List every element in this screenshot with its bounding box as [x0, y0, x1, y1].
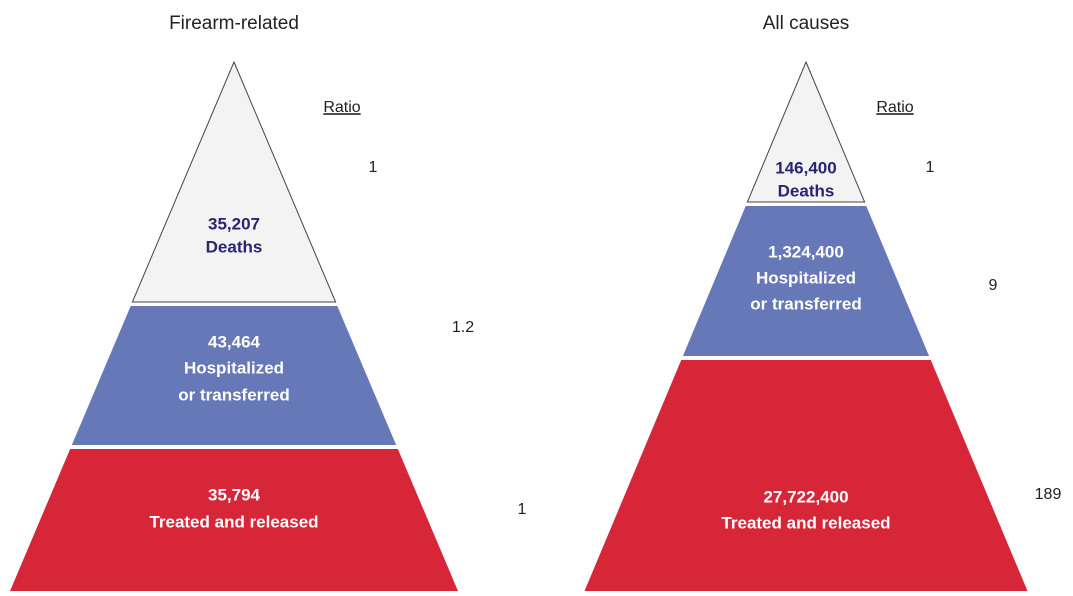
level-label: Deaths — [206, 237, 263, 256]
ratio-heading: Ratio — [876, 99, 913, 116]
level-label: Treated and released — [721, 513, 890, 532]
ratio-value: 1 — [926, 159, 935, 176]
level-label: Hospitalized — [756, 268, 856, 287]
ratio-value: 9 — [989, 277, 998, 294]
ratio-value: 1 — [369, 159, 378, 176]
pyramid-level — [682, 206, 930, 356]
pyramid-title: All causes — [763, 13, 850, 34]
level-label: Treated and released — [149, 512, 318, 531]
level-number: 35,207 — [208, 214, 260, 233]
ratio-value: 1 — [518, 501, 527, 518]
level-label: Hospitalized — [184, 358, 284, 377]
pyramid-level — [746, 60, 866, 203]
level-number: 35,794 — [208, 485, 261, 504]
level-label: or transferred — [750, 294, 861, 313]
ratio-value: 1.2 — [452, 319, 474, 336]
pyramid-title: Firearm-related — [169, 13, 299, 34]
ratio-value: 189 — [1035, 486, 1062, 503]
pyramid-level — [10, 449, 458, 591]
level-number: 1,324,400 — [768, 242, 844, 261]
level-label: Deaths — [778, 181, 835, 200]
level-number: 43,464 — [208, 332, 261, 351]
pyramid-level — [131, 60, 337, 303]
pyramid-level — [71, 306, 397, 445]
level-number: 146,400 — [775, 158, 836, 177]
pyramid-level — [584, 360, 1028, 591]
level-label: or transferred — [178, 385, 289, 404]
level-number: 27,722,400 — [763, 487, 848, 506]
ratio-heading: Ratio — [323, 99, 360, 116]
